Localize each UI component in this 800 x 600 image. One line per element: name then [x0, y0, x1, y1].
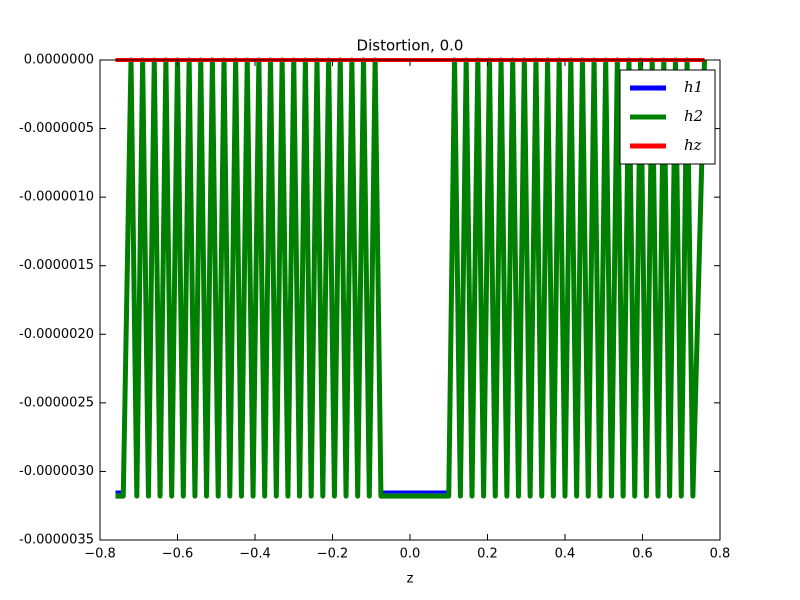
y-tick-label: -0.0000020 — [19, 327, 94, 342]
legend-label: h1 — [684, 78, 703, 96]
x-tick-label: 0.0 — [400, 547, 421, 562]
y-tick-label: -0.0000005 — [19, 121, 94, 136]
y-tick-label: -0.0000035 — [19, 533, 94, 548]
y-tick-label: 0.0000000 — [24, 53, 94, 68]
x-tick-label: −0.8 — [84, 547, 116, 562]
y-tick-label: -0.0000015 — [19, 258, 94, 273]
x-tick-label: −0.2 — [317, 547, 349, 562]
y-tick-label: -0.0000030 — [19, 464, 94, 479]
chart-title: Distortion, 0.0 — [357, 37, 464, 55]
x-tick-label: 0.6 — [632, 547, 653, 562]
x-tick-label: −0.6 — [162, 547, 194, 562]
y-tick-label: -0.0000025 — [19, 395, 94, 410]
legend: h1 h2 hz — [619, 69, 716, 165]
legend-label: hz — [684, 136, 702, 154]
y-tick-label: -0.0000010 — [19, 190, 94, 205]
x-tick-label: −0.4 — [239, 547, 271, 562]
x-axis-label: z — [407, 572, 414, 587]
x-tick-label: 0.2 — [477, 547, 498, 562]
x-tick-label: 0.4 — [555, 547, 576, 562]
legend-label: h2 — [684, 107, 703, 125]
x-tick-label: 0.8 — [710, 547, 731, 562]
data-line — [115, 57, 707, 499]
